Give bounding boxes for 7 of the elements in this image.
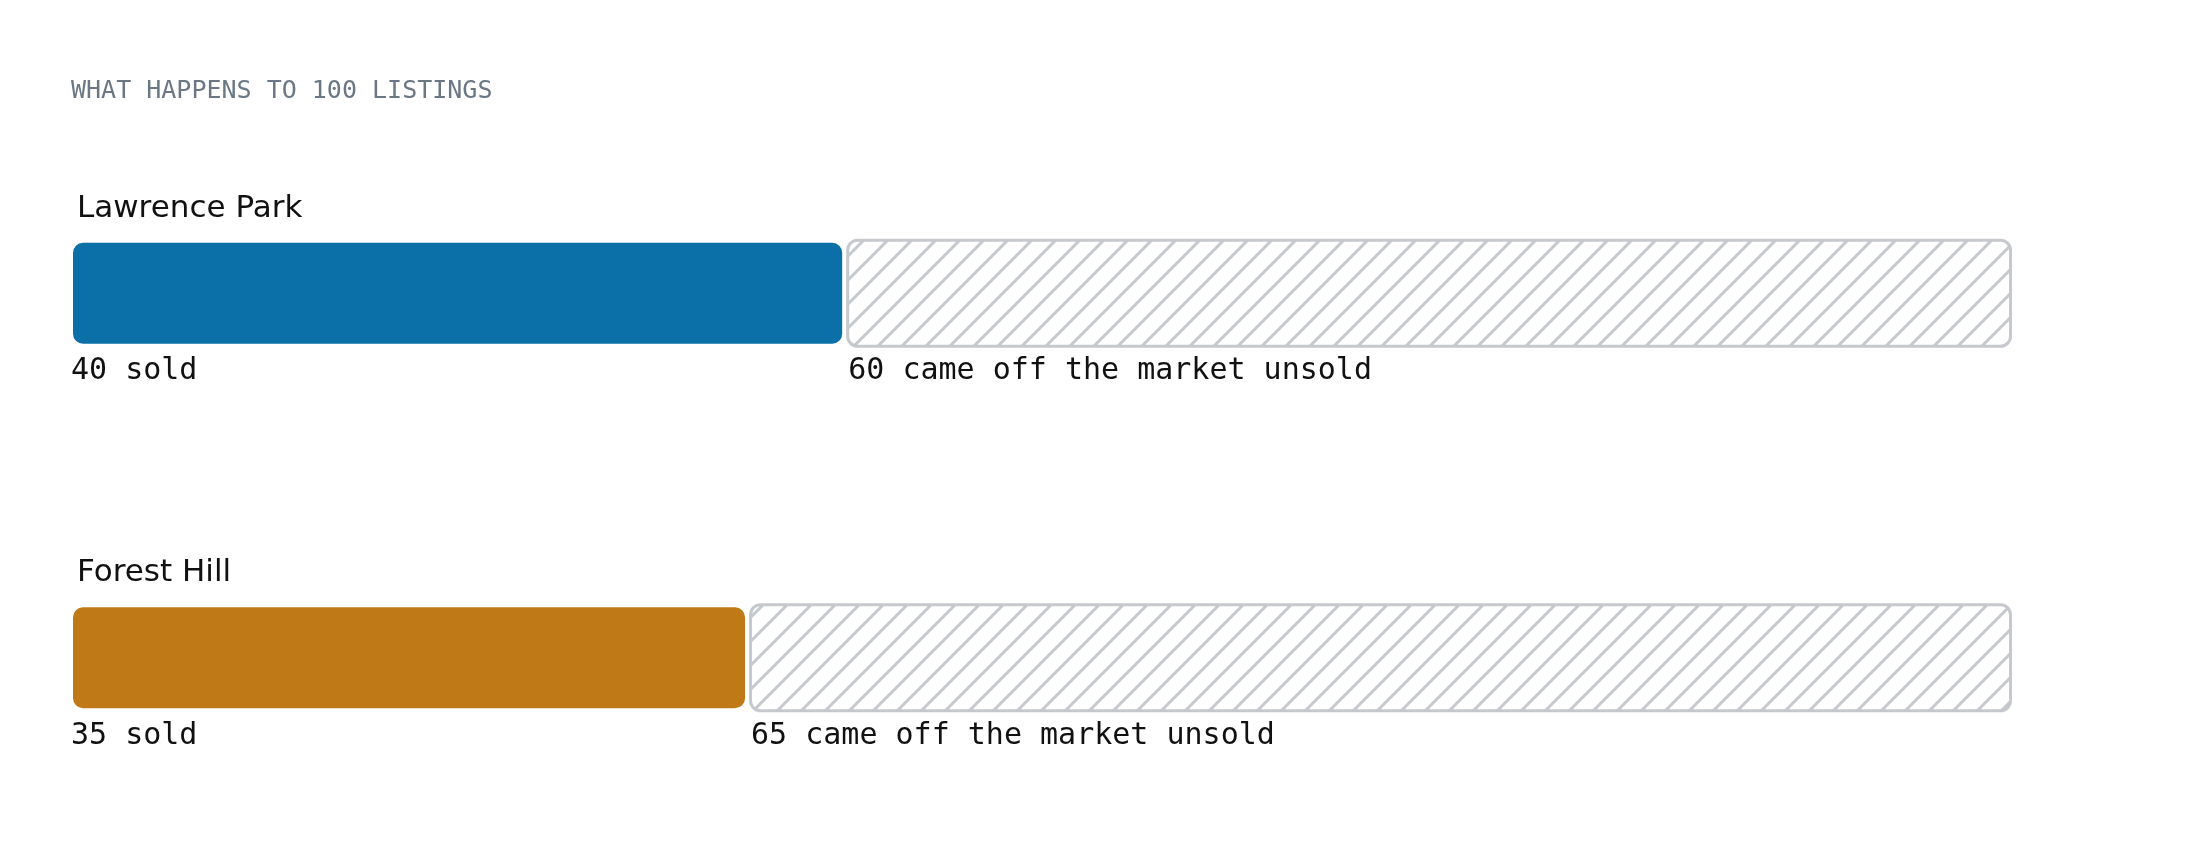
y-tick-label: Lawrence Park xyxy=(77,187,303,224)
data-label: 40 sold xyxy=(71,351,198,387)
text: WHAT HAPPENS TO 100 LISTINGS xyxy=(71,75,493,104)
data-label: 65 came off the market unsold xyxy=(751,715,1275,751)
y-tick-label: Forest Hill xyxy=(77,552,232,589)
data-label: 35 sold xyxy=(71,715,198,751)
data-label: 60 came off the market unsold xyxy=(848,351,1372,387)
